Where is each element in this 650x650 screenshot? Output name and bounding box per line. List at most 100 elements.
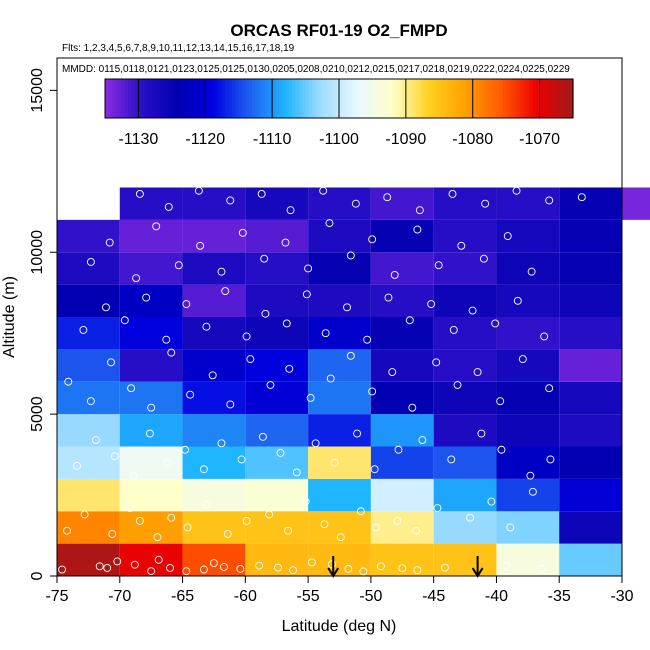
observation-point: [167, 348, 176, 357]
heatmap-cell: [245, 511, 309, 544]
observation-point: [526, 471, 535, 480]
colorbar-swatch: [352, 79, 357, 118]
colorbar-swatch: [529, 79, 534, 118]
observation-point: [58, 565, 66, 574]
colorbar-swatch: [138, 79, 143, 118]
observation-point: [284, 526, 292, 535]
heatmap-cell: [119, 317, 183, 350]
observation-point: [413, 566, 422, 575]
heatmap-cell: [370, 349, 434, 382]
colorbar-swatch: [195, 79, 200, 118]
heatmap-cell: [433, 446, 497, 479]
colorbar-tick-label: -1130: [119, 131, 159, 148]
colorbar-swatch: [546, 79, 551, 118]
observation-point: [346, 351, 355, 360]
colorbar-swatch: [552, 79, 557, 118]
heatmap-cell: [308, 317, 371, 350]
colorbar-swatch: [258, 79, 263, 118]
heatmap-cell: [57, 446, 120, 479]
observation-point: [274, 563, 282, 572]
heatmap-cell: [433, 414, 497, 447]
observation-point: [186, 390, 195, 399]
heatmap-cell: [433, 381, 497, 415]
colorbar-swatch: [158, 79, 163, 118]
heatmap-cell: [370, 187, 434, 220]
heatmap-cell: [182, 446, 246, 479]
observation-point: [487, 497, 496, 506]
x-tick-label: -45: [422, 588, 445, 605]
observation-point: [276, 449, 285, 457]
colorbar-swatch: [539, 79, 544, 118]
colorbar-swatch: [108, 79, 113, 118]
heatmap-cell: [496, 317, 560, 350]
colorbar-swatch: [512, 79, 517, 118]
observation-point: [113, 557, 122, 566]
observation-point: [242, 332, 251, 341]
colorbar-tick-label: -1080: [452, 131, 493, 148]
colorbar-swatch: [125, 79, 129, 118]
heatmap-cell: [119, 446, 183, 479]
colorbar-swatch: [442, 79, 447, 118]
observation-point: [223, 529, 232, 538]
colorbar-swatch: [522, 79, 527, 118]
observation-point: [415, 206, 424, 215]
heatmap-cell: [433, 219, 497, 253]
observation-point: [356, 507, 365, 516]
observation-point: [86, 397, 95, 406]
heatmap-cell: [559, 219, 622, 253]
observation-point: [182, 300, 191, 308]
observation-point: [147, 567, 156, 576]
colorbar-swatch: [365, 79, 370, 118]
heatmap-cell: [496, 511, 560, 544]
observation-point: [528, 487, 537, 496]
colorbar-swatch: [191, 79, 196, 118]
colorbar-swatch: [382, 79, 387, 118]
heatmap-cell: [182, 187, 246, 220]
heatmap-cell: [370, 381, 434, 415]
colorbar-swatch: [422, 79, 427, 118]
observation-point: [479, 254, 488, 263]
heatmap-cell: [308, 349, 371, 382]
y-axis: 0 5000 10000 15000: [29, 68, 57, 580]
observation-point: [302, 290, 311, 299]
colorbar-swatch: [105, 79, 109, 118]
colorbar-swatch: [171, 79, 176, 118]
observation-point: [311, 439, 320, 448]
colorbar-swatch: [282, 79, 287, 118]
x-tick-label: -55: [297, 588, 320, 605]
y-tick-label: 10000: [29, 230, 46, 275]
observation-point: [491, 319, 500, 328]
observation-point: [154, 555, 163, 564]
observation-point: [95, 562, 104, 571]
colorbar-swatch: [399, 79, 404, 118]
heatmap-cell: [308, 414, 371, 447]
observation-point: [208, 371, 217, 380]
colorbar-swatch: [489, 79, 494, 118]
observation-point: [537, 564, 546, 573]
heatmap-cell: [245, 252, 309, 285]
heatmap-cell: [559, 414, 622, 447]
observation-point: [432, 358, 441, 367]
heatmap-cell: [559, 349, 622, 382]
heatmap-cell: [245, 381, 309, 415]
flights-note: Flts: 1,2,3,4,5,6,7,8,9,10,11,12,13,14,1…: [62, 43, 295, 54]
observation-point: [359, 567, 368, 576]
colorbar-swatch: [479, 79, 484, 118]
observation-point: [73, 461, 82, 470]
colorbar-swatch: [412, 79, 417, 118]
heatmap-cell: [57, 219, 120, 253]
observation-point: [129, 471, 138, 480]
colorbar-swatch: [566, 79, 571, 118]
heatmap-cell: [370, 219, 434, 253]
observation-point: [433, 504, 442, 512]
heatmap-cell: [119, 511, 183, 544]
colorbar-swatch: [272, 79, 277, 118]
colorbar-swatch: [245, 79, 250, 118]
observation-point: [162, 335, 171, 344]
heatmap-cell: [245, 414, 309, 447]
colorbar-swatch: [278, 79, 283, 118]
heatmap-cell: [308, 478, 371, 512]
colorbar-swatch: [181, 79, 186, 118]
colorbar-swatch: [536, 79, 541, 118]
